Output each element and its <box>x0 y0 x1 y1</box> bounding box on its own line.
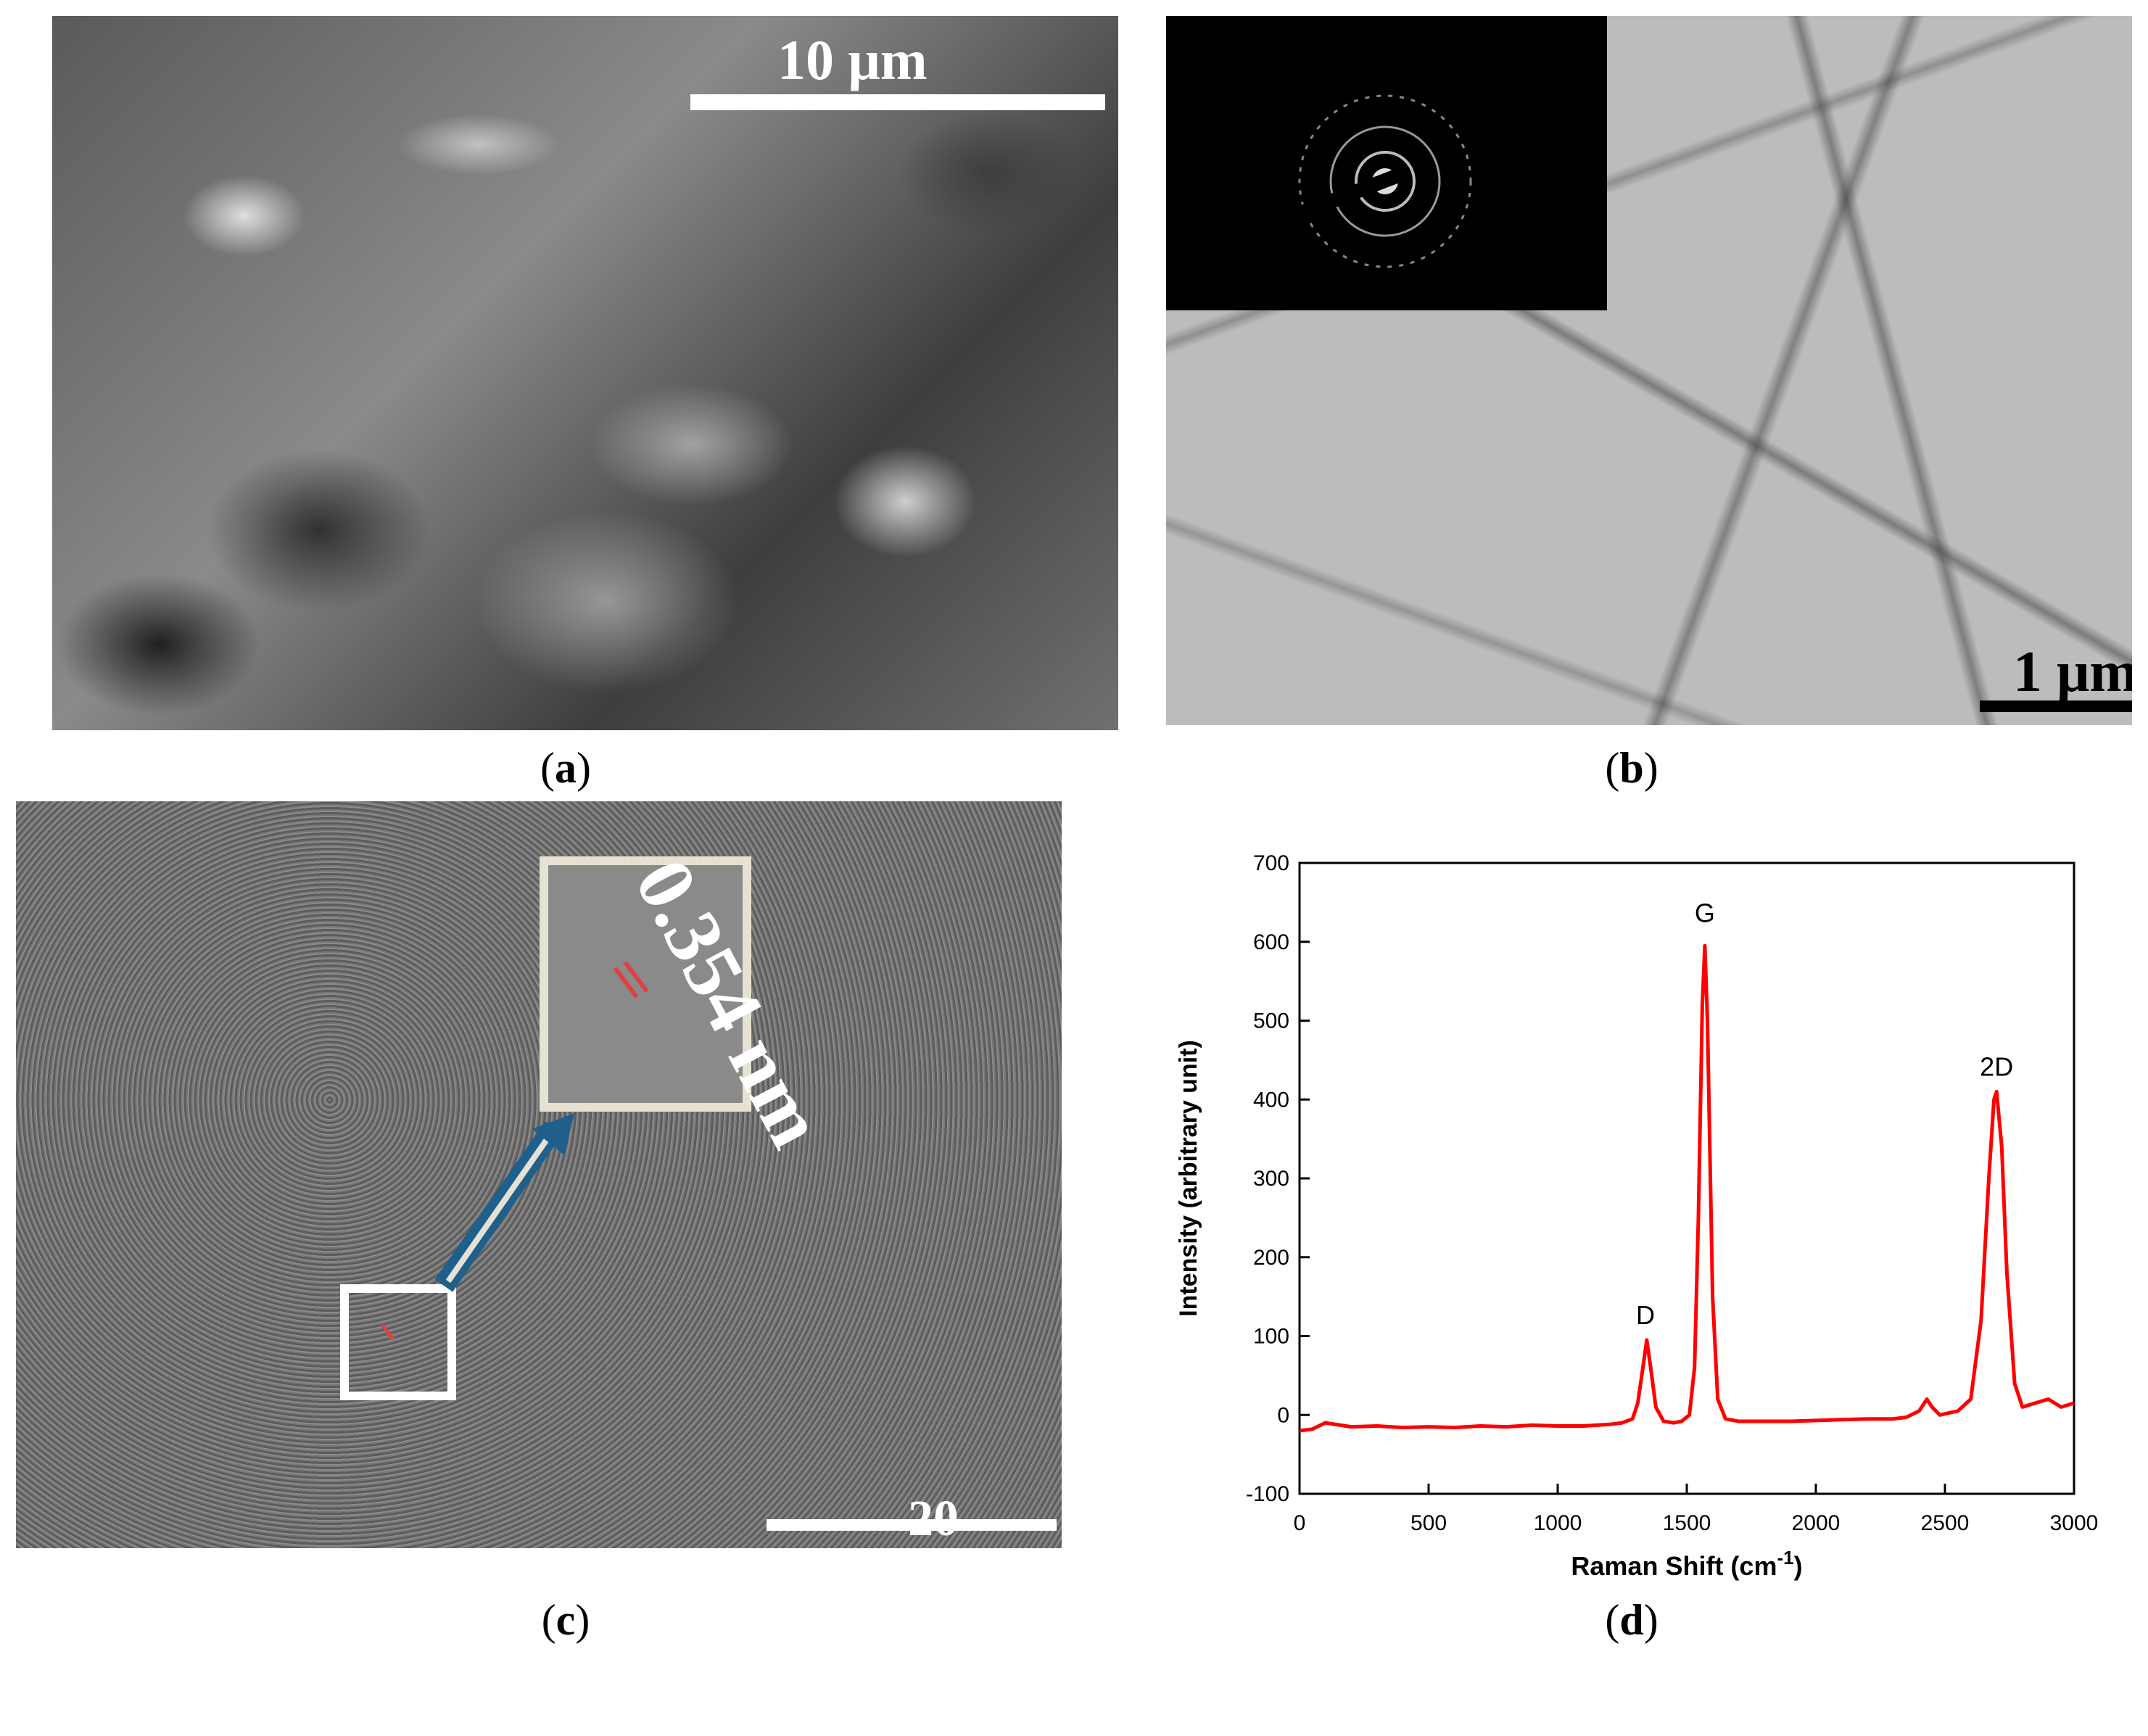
x-axis-label: Raman Shift (cm-1) <box>1571 1547 1802 1581</box>
x-tick-label: 0 <box>1294 1511 1306 1535</box>
x-tick-label: 500 <box>1410 1511 1447 1535</box>
y-tick-label: 700 <box>1253 851 1289 875</box>
plot-frame <box>1298 861 2075 1495</box>
x-tick-label: 3000 <box>2050 1511 2099 1535</box>
zoom-inset-box <box>540 856 751 1112</box>
y-tick-label: 200 <box>1253 1246 1289 1270</box>
x-tick-label: 2000 <box>1792 1511 1841 1535</box>
scale-bar <box>1980 700 2132 712</box>
diffraction-rings <box>1298 94 1472 268</box>
scale-bar-label: 1 μm <box>2013 640 2132 704</box>
raman-series-line <box>1299 943 2075 1433</box>
raman-chart: 0 500 1000 1500 2000 2500 3000-100010020030040… <box>1175 851 2099 1581</box>
caption-a: (a) <box>540 744 591 792</box>
y-tick-label: 300 <box>1253 1167 1289 1191</box>
lattice-mark <box>623 961 649 993</box>
caption-d: (d) <box>1605 1596 1658 1644</box>
lattice-mark <box>613 967 639 999</box>
x-tick-label: 1500 <box>1663 1511 1711 1535</box>
y-tick-label: 0 <box>1277 1403 1289 1427</box>
y-tick-label: 500 <box>1253 1009 1289 1033</box>
scale-bar <box>767 1519 1057 1531</box>
scale-bar <box>690 94 1105 110</box>
y-axis-label: Intensity (arbitrary unit) <box>1175 1040 1202 1317</box>
zoom-arrow-head <box>532 1113 574 1155</box>
peak-label: 2D <box>1980 1052 2013 1082</box>
peak-label: D <box>1636 1300 1655 1330</box>
selection-box <box>340 1284 456 1400</box>
raman-chart-panel: 0 500 1000 1500 2000 2500 3000 -100 0 100 200 300 40… <box>1131 834 2103 1617</box>
x-tick-label: 1000 <box>1534 1511 1582 1535</box>
scale-bar-label: 10 μm <box>777 28 928 91</box>
diffraction-pattern-inset <box>1166 16 1607 310</box>
lattice-mark-small <box>381 1323 395 1341</box>
caption-b: (b) <box>1605 744 1658 792</box>
x-tick-label: 2500 <box>1921 1511 1970 1535</box>
peak-label: G <box>1695 898 1715 928</box>
sem-image-panel: 10 μm <box>52 16 1118 730</box>
tem-image-panel: 1 μm <box>1166 16 2132 725</box>
caption-c: (c) <box>541 1596 590 1644</box>
scale-bar-label: 20 <box>908 1491 959 1547</box>
y-tick-label: 100 <box>1253 1325 1289 1349</box>
y-tick-label: -100 <box>1246 1482 1289 1506</box>
y-tick-label: 400 <box>1253 1088 1289 1112</box>
hrtem-image-panel: 0.354 nm 20 <box>16 801 1062 1548</box>
y-tick-label: 600 <box>1253 930 1289 954</box>
hrtem-overlays <box>340 856 751 1400</box>
